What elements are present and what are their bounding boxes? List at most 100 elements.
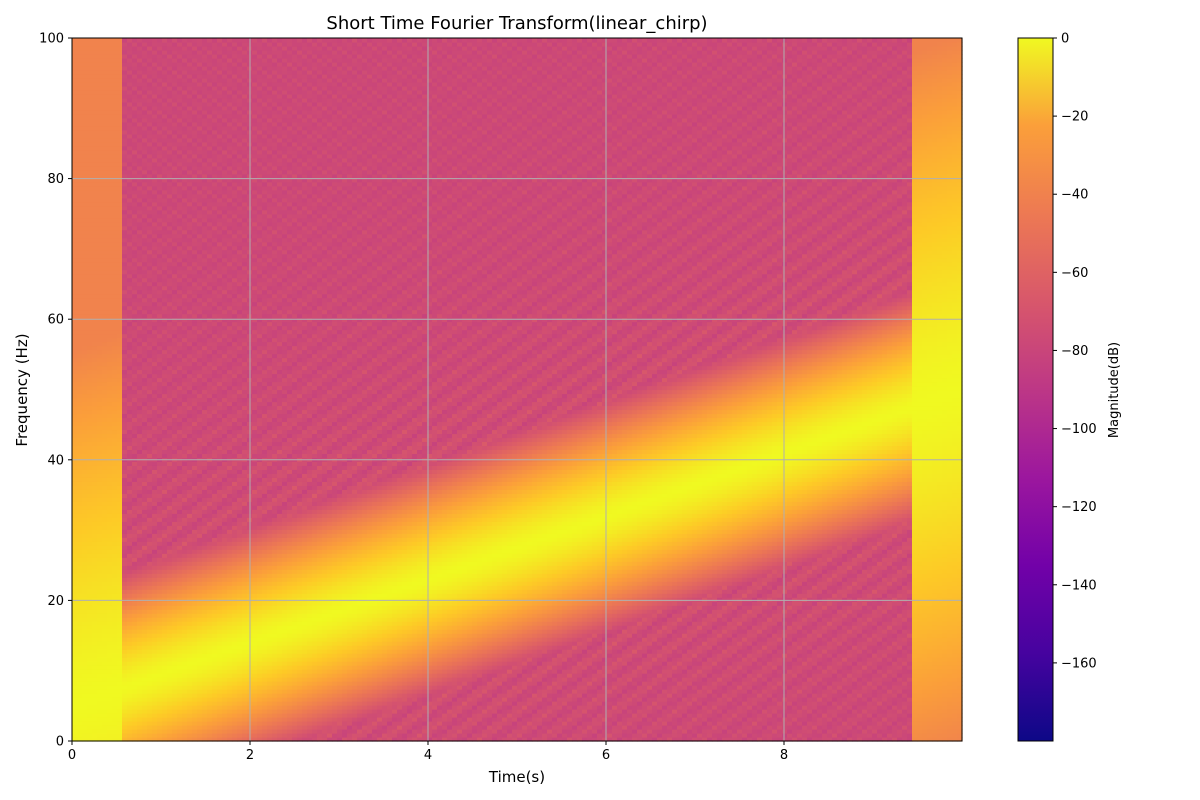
heatmap-cell <box>167 225 173 231</box>
heatmap-cell <box>137 541 143 546</box>
heatmap-cell <box>102 685 108 690</box>
heatmap-cell <box>167 125 173 131</box>
heatmap-cell <box>102 129 108 135</box>
heatmap-cell <box>182 425 188 431</box>
heatmap-cell <box>202 737 208 742</box>
heatmap-cell <box>92 217 98 223</box>
heatmap-cell <box>127 613 133 618</box>
heatmap-cell <box>172 737 178 742</box>
heatmap-cell <box>92 53 98 59</box>
heatmap-cell <box>147 105 153 111</box>
heatmap-cell <box>117 733 123 738</box>
heatmap-cell <box>182 437 188 443</box>
heatmap-cell <box>107 193 113 199</box>
heatmap-cell <box>182 473 188 478</box>
heatmap-cell <box>122 641 128 646</box>
heatmap-cell <box>107 673 113 678</box>
heatmap-cell <box>137 385 143 391</box>
heatmap-cell <box>167 529 173 534</box>
heatmap-cell <box>102 721 108 726</box>
heatmap-cell <box>202 561 208 566</box>
heatmap-cell <box>92 597 98 602</box>
heatmap-cell <box>117 305 123 311</box>
heatmap-cell <box>72 477 78 482</box>
heatmap-cell <box>192 161 198 167</box>
heatmap-cell <box>152 609 158 614</box>
heatmap-cell <box>77 533 83 538</box>
heatmap-cell <box>177 545 183 550</box>
heatmap-cell <box>112 373 118 379</box>
heatmap-cell <box>182 441 188 447</box>
heatmap-cell <box>157 645 163 650</box>
heatmap-cell <box>192 225 198 231</box>
heatmap-cell <box>77 69 83 75</box>
heatmap-cell <box>117 61 123 67</box>
heatmap-cell <box>82 41 88 47</box>
heatmap-cell <box>117 77 123 83</box>
heatmap-cell <box>172 665 178 670</box>
heatmap-cell <box>77 313 83 319</box>
heatmap-cell <box>207 633 213 638</box>
heatmap-cell <box>157 401 163 407</box>
heatmap-cell <box>72 553 78 558</box>
heatmap-cell <box>192 601 198 606</box>
heatmap-cell <box>167 253 173 259</box>
heatmap-cell <box>202 581 208 586</box>
heatmap-cell <box>112 437 118 443</box>
heatmap-cell <box>177 725 183 730</box>
heatmap-cell <box>137 49 143 55</box>
heatmap-cell <box>192 733 198 738</box>
heatmap-cell <box>152 717 158 722</box>
heatmap-cell <box>112 485 118 490</box>
heatmap-cell <box>87 361 93 367</box>
heatmap-cell <box>207 661 213 666</box>
heatmap-cell <box>177 193 183 199</box>
heatmap-cell <box>127 133 133 139</box>
heatmap-cell <box>102 481 108 486</box>
heatmap-cell <box>112 309 118 315</box>
heatmap-cell <box>207 669 213 674</box>
heatmap-cell <box>102 285 108 291</box>
heatmap-cell <box>82 445 88 451</box>
heatmap-cell <box>142 77 148 83</box>
heatmap-cell <box>127 349 133 355</box>
heatmap-cell <box>172 97 178 103</box>
heatmap-cell <box>72 609 78 614</box>
heatmap-cell <box>97 713 103 718</box>
heatmap-cell <box>92 485 98 490</box>
heatmap-cell <box>132 501 138 506</box>
heatmap-cell <box>187 113 193 119</box>
heatmap-cell <box>207 629 213 634</box>
heatmap-cell <box>97 361 103 367</box>
heatmap-cell <box>162 381 168 387</box>
heatmap-cell <box>142 433 148 439</box>
heatmap-cell <box>117 521 123 526</box>
heatmap-cell <box>92 641 98 646</box>
heatmap-cell <box>192 645 198 650</box>
heatmap-cell <box>82 637 88 642</box>
heatmap-cell <box>127 65 133 71</box>
heatmap-cell <box>87 337 93 343</box>
heatmap-cell <box>162 585 168 590</box>
heatmap-cell <box>137 113 143 119</box>
heatmap-cell <box>122 101 128 107</box>
heatmap-cell <box>157 609 163 614</box>
heatmap-cell <box>177 657 183 662</box>
heatmap-cell <box>207 229 213 235</box>
heatmap-cell <box>92 157 98 163</box>
heatmap-cell <box>162 685 168 690</box>
heatmap-cell <box>112 517 118 522</box>
heatmap-cell <box>82 597 88 602</box>
heatmap-cell <box>162 181 168 187</box>
heatmap-cell <box>172 381 178 387</box>
heatmap-cell <box>92 333 98 339</box>
heatmap-cell <box>207 429 213 435</box>
heatmap-cell <box>202 473 208 478</box>
heatmap-cell <box>212 689 218 694</box>
heatmap-cell <box>142 173 148 179</box>
heatmap-cell <box>102 509 108 514</box>
heatmap-cell <box>152 537 158 542</box>
heatmap-cell <box>77 537 83 542</box>
heatmap-cell <box>122 689 128 694</box>
heatmap-cell <box>87 233 93 239</box>
